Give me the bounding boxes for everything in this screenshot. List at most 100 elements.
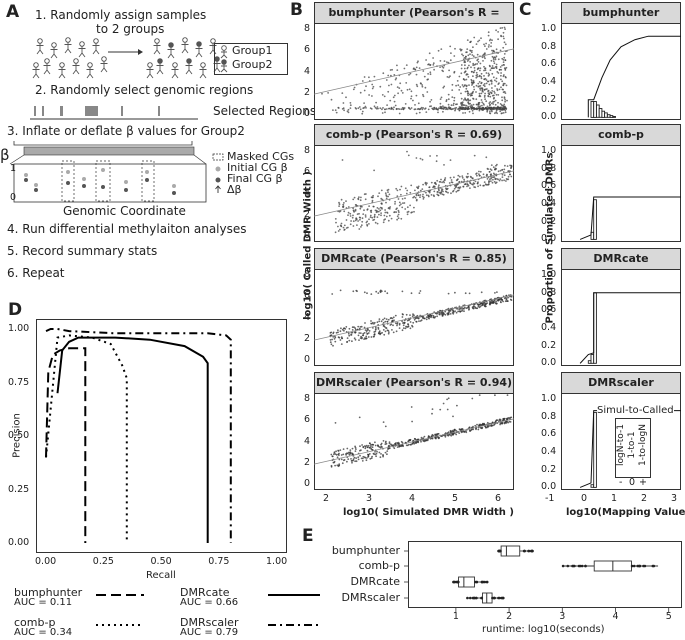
sample-figure bbox=[50, 42, 58, 59]
b-point bbox=[458, 187, 461, 190]
b-point bbox=[404, 103, 407, 105]
b-point bbox=[332, 344, 334, 347]
b-point bbox=[486, 173, 488, 176]
b-point bbox=[361, 460, 364, 462]
b-point bbox=[422, 183, 424, 186]
b-point bbox=[470, 66, 472, 69]
b-point bbox=[400, 108, 403, 111]
b-point bbox=[382, 325, 385, 327]
b-point bbox=[472, 79, 475, 82]
d-xtick: 0.50 bbox=[150, 556, 172, 567]
b-point bbox=[418, 292, 421, 294]
b-point bbox=[370, 320, 372, 322]
b-point bbox=[400, 193, 402, 196]
b-point bbox=[484, 77, 487, 80]
b-point bbox=[501, 57, 504, 60]
b-point bbox=[463, 183, 466, 186]
b-point bbox=[415, 66, 418, 69]
b-point bbox=[504, 111, 507, 114]
b-point bbox=[355, 107, 358, 110]
b-point bbox=[384, 209, 386, 211]
selected-regions-label: Selected Regions bbox=[213, 104, 317, 118]
b-point bbox=[398, 87, 401, 89]
d-ytick: 0.75 bbox=[8, 376, 30, 388]
b-point bbox=[485, 79, 488, 81]
b-point bbox=[442, 86, 445, 89]
b-point bbox=[427, 315, 430, 318]
b-point bbox=[481, 90, 484, 92]
box-outlier bbox=[474, 596, 478, 600]
b-point bbox=[452, 102, 455, 105]
panel-b-xlabel: log10( Simulated DMR Width ) bbox=[343, 507, 514, 518]
b-point bbox=[492, 67, 494, 70]
b-point bbox=[483, 55, 486, 58]
b-point bbox=[359, 207, 362, 210]
b-point bbox=[361, 80, 364, 82]
b-point bbox=[477, 40, 479, 43]
b-point bbox=[462, 307, 465, 310]
b-point bbox=[495, 109, 498, 112]
b-point bbox=[418, 111, 421, 114]
b-point bbox=[419, 157, 422, 160]
b-point bbox=[498, 179, 501, 182]
c-ytick: 0.8 bbox=[541, 286, 557, 298]
c-ytick: 0.0 bbox=[541, 111, 557, 123]
b-point bbox=[458, 109, 461, 112]
b-point bbox=[417, 102, 420, 105]
b-point bbox=[376, 210, 379, 213]
b-point bbox=[416, 438, 419, 441]
b-point bbox=[461, 105, 463, 107]
b-point bbox=[415, 317, 418, 319]
b-point bbox=[493, 176, 496, 178]
b-point bbox=[365, 444, 368, 447]
b-point bbox=[476, 303, 479, 306]
b-point bbox=[496, 299, 499, 302]
b-point bbox=[491, 65, 494, 67]
b-point bbox=[420, 440, 422, 443]
b-point bbox=[370, 447, 372, 449]
b-point bbox=[368, 453, 371, 455]
b-ytick: 8 bbox=[304, 269, 311, 281]
b-point bbox=[352, 225, 355, 227]
b-point bbox=[393, 319, 395, 322]
b-point bbox=[442, 70, 444, 73]
b-point bbox=[491, 110, 493, 113]
b-point bbox=[348, 453, 351, 456]
b-point bbox=[453, 70, 456, 73]
b-point bbox=[454, 47, 456, 50]
b-point bbox=[423, 196, 425, 199]
b-point bbox=[459, 106, 462, 109]
b-point bbox=[470, 78, 473, 81]
b-point bbox=[398, 211, 400, 214]
b-point bbox=[472, 182, 475, 184]
b-point bbox=[349, 223, 352, 226]
b-point bbox=[457, 310, 459, 313]
b-point bbox=[495, 80, 498, 83]
b-point bbox=[500, 108, 503, 110]
b-point bbox=[365, 335, 368, 338]
b-point bbox=[364, 105, 367, 108]
b-point bbox=[381, 94, 384, 96]
b-point bbox=[426, 91, 429, 93]
b-point bbox=[373, 216, 376, 219]
b-ytick: 6 bbox=[304, 414, 311, 426]
b-point bbox=[347, 458, 350, 460]
b-point bbox=[330, 464, 333, 467]
b-point bbox=[364, 337, 367, 340]
b-point bbox=[500, 78, 502, 81]
b-point bbox=[415, 320, 418, 323]
b-point bbox=[460, 180, 463, 183]
b-point bbox=[401, 206, 404, 209]
b-point bbox=[494, 302, 497, 305]
b-point bbox=[390, 443, 392, 446]
b-point bbox=[439, 192, 442, 195]
b-point bbox=[489, 91, 492, 94]
plot-c-combp bbox=[561, 145, 681, 242]
b-point bbox=[362, 213, 365, 216]
b-point bbox=[476, 108, 479, 111]
b-point bbox=[377, 444, 379, 447]
b-point bbox=[365, 331, 368, 333]
b-point bbox=[465, 307, 468, 310]
b-point bbox=[349, 104, 352, 107]
b-point bbox=[372, 443, 375, 446]
